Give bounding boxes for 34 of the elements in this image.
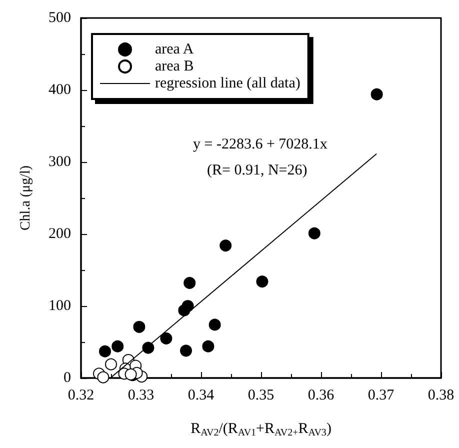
point [256,276,268,288]
x-tick-label: 0.36 [308,388,335,404]
point [208,318,221,331]
point [160,332,172,344]
y-tick-label: 500 [48,10,71,26]
point [97,371,110,384]
y-tick-label: 0 [64,370,71,386]
point [180,344,192,357]
x-tick-label: 0.35 [248,388,274,404]
y-tick-label: 300 [48,154,71,170]
point [184,276,196,289]
x-tick-label: 0.33 [128,388,154,404]
x-tick-label: 0.37 [368,388,395,404]
annotation: (R= 0.91, N=26) [207,162,308,178]
y-tick-label: 400 [48,82,71,98]
x-tick-label: 0.38 [428,388,454,404]
point [99,345,111,358]
legend-label: regression line (all data) [155,76,300,92]
x-tick-label: 0.34 [188,388,215,404]
point [182,300,194,312]
point [308,227,320,240]
legend-label: area A [155,42,194,58]
y-tick-label: 200 [48,226,71,242]
point [133,320,146,333]
legend-label: area B [155,58,194,74]
point [112,340,124,352]
y-tick-label: 100 [48,298,71,314]
point [105,358,117,370]
y-axis-title: Chl.a (μg/l) [18,165,34,231]
point [202,340,214,352]
point [220,240,232,252]
point [370,88,383,100]
annotation: y = -2283.6 + 7028.1x [193,136,328,152]
x-tick-label: 0.32 [68,388,94,404]
